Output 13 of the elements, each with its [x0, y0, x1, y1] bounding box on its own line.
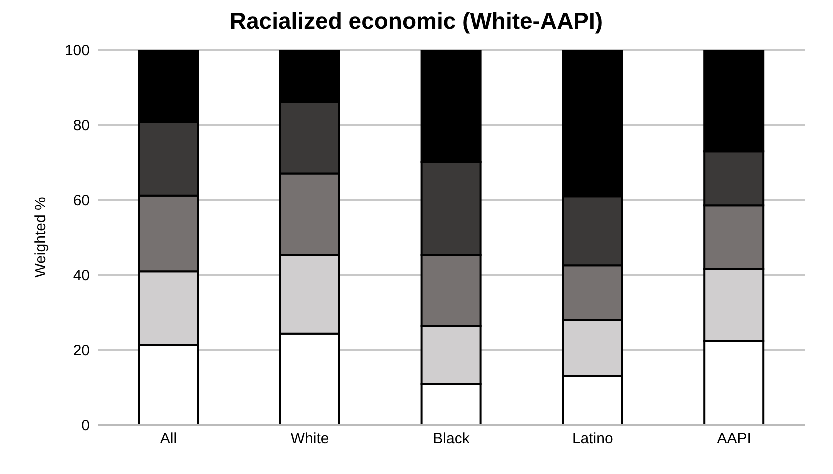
x-tick-label: Black	[433, 430, 470, 448]
x-tick-label: White	[290, 430, 330, 448]
y-axis-title: Weighted %	[32, 197, 50, 278]
y-tick-label: 0	[82, 417, 90, 434]
y-tick-label: 60	[73, 192, 90, 210]
y-tick-label: 100	[64, 42, 90, 60]
y-tick-label: 40	[73, 267, 90, 284]
y-tick-label: 80	[73, 117, 90, 134]
chart-title: Racialized economic (White-AAPI)	[228, 8, 604, 36]
x-tick-label: AAPI	[717, 430, 752, 448]
x-tick-label: Latino	[572, 430, 614, 448]
y-tick-label: 20	[73, 342, 90, 360]
x-tick-label: All	[160, 430, 178, 448]
